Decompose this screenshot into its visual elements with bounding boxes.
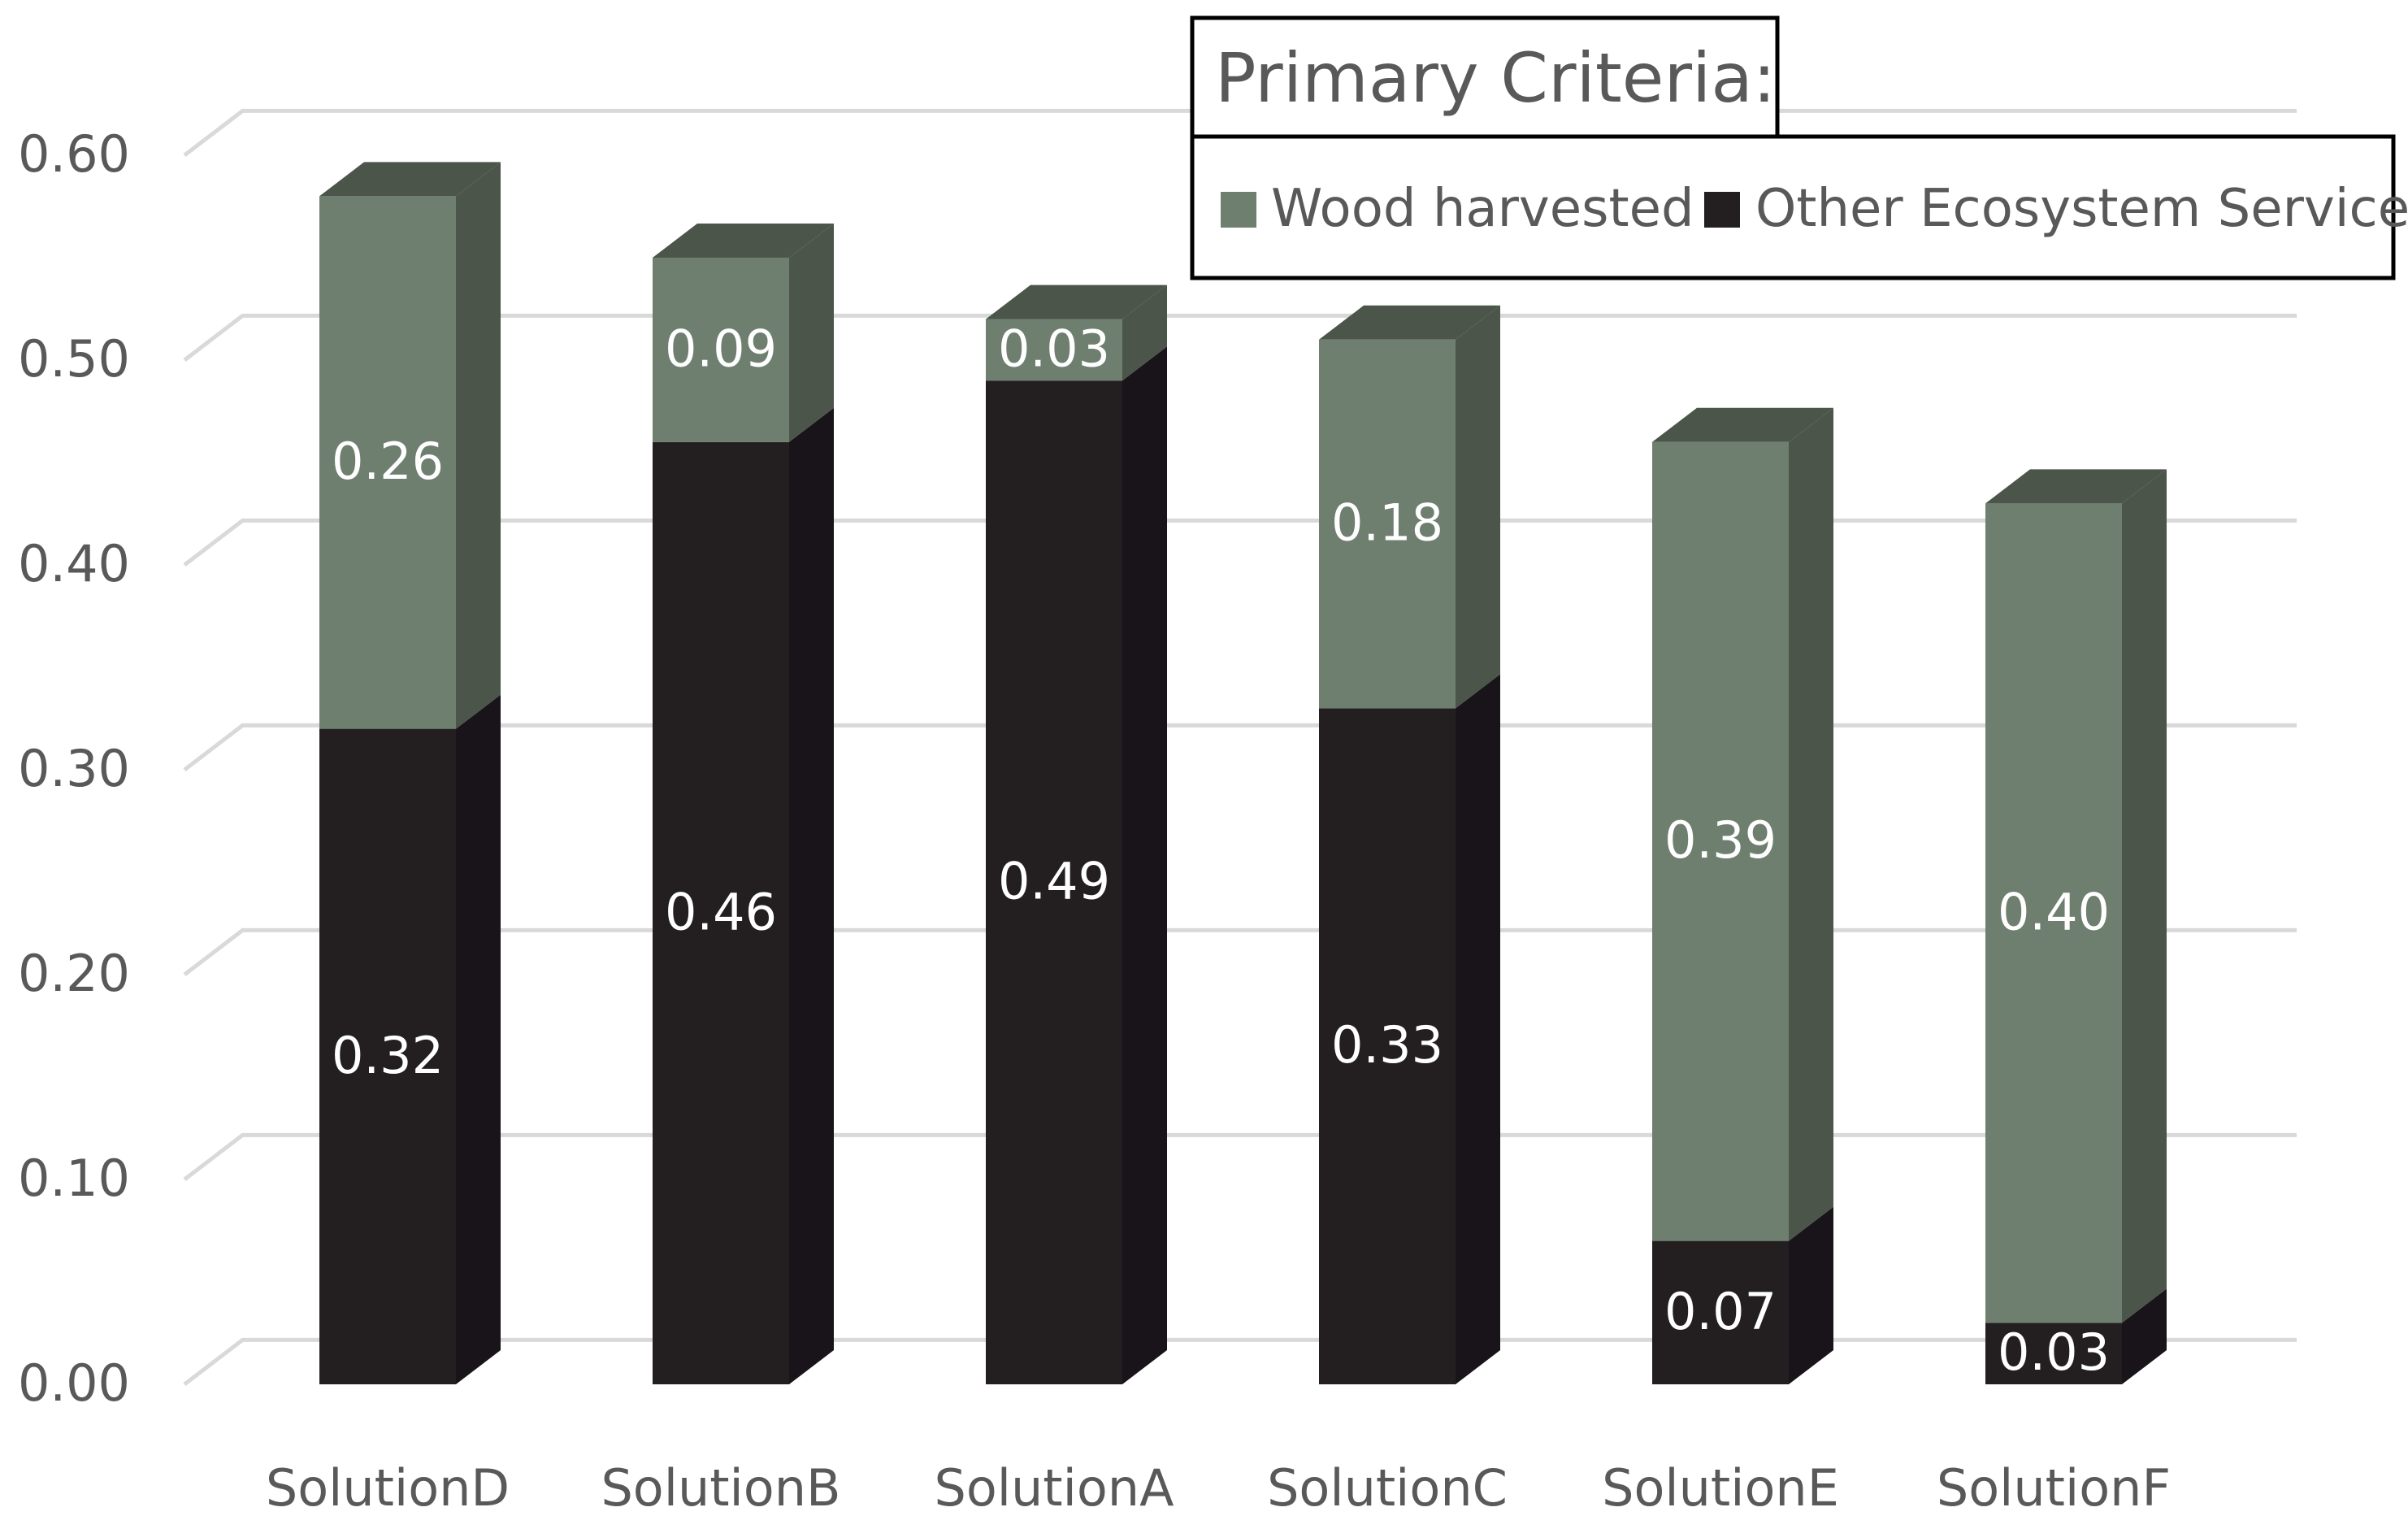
- data-label-wood-harvested-solutiona: 0.03: [998, 319, 1110, 378]
- bar-top-solutiond: [319, 162, 501, 197]
- gridline-0.50: [183, 313, 2297, 362]
- bar-other-ecosystem-services-solutiond: [319, 694, 501, 1384]
- data-label-other-ecosystem-services-solutiond: 0.32: [332, 1026, 444, 1085]
- bar-other-ecosystem-services-solutionf: [1985, 1288, 2167, 1384]
- data-labels: 0.32 0.26 0.46 0.09 0.49 0.03 0.33 0.18 0.07 0.39…: [332, 319, 2110, 1382]
- x-category-solutione: SolutionE: [1602, 1458, 1839, 1518]
- bar-other-ecosystem-services-solutionc: [1319, 674, 1500, 1384]
- y-tick-label-0.10: 0.10: [18, 1149, 130, 1208]
- legend-swatch-other-ecosystem-services: [1704, 192, 1740, 228]
- bar-other-ecosystem-services-solutiona: [986, 346, 1167, 1385]
- x-category-solutiond: SolutionD: [266, 1458, 510, 1518]
- bar-other-ecosystem-services-solutionb: [653, 407, 834, 1384]
- data-label-other-ecosystem-services-solutionb: 0.46: [665, 882, 777, 941]
- gridline-0.40: [183, 518, 2297, 567]
- bar-side-other-ecosystem-services-solutionf: [2122, 1288, 2167, 1384]
- data-label-wood-harvested-solutionc: 0.18: [1331, 493, 1443, 553]
- bar-other-ecosystem-services-solutione: [1652, 1206, 1833, 1384]
- bar-wood-harvested-solutiona: [986, 285, 1167, 381]
- data-label-other-ecosystem-services-solutiona: 0.49: [998, 852, 1110, 911]
- bar-front-other-ecosystem-services-solutiona: [986, 380, 1122, 1385]
- bar-side-other-ecosystem-services-solutionc: [1456, 674, 1500, 1384]
- bar-top-solutione: [1652, 407, 1833, 442]
- y-tick-label-0.50: 0.50: [18, 329, 130, 389]
- data-label-other-ecosystem-services-solutionc: 0.33: [1331, 1015, 1443, 1075]
- bar-side-wood-harvested-solutiona: [1122, 285, 1167, 381]
- bar-wood-harvested-solutiond: [319, 162, 501, 729]
- legend-items-box: [1190, 134, 2396, 280]
- y-tick-label-0.00: 0.00: [18, 1353, 130, 1413]
- bar-top-solutiona: [986, 285, 1167, 319]
- legend-label-other-ecosystem-services: Other Ecosystem Services: [1755, 179, 2408, 239]
- data-label-wood-harvested-solutionf: 0.40: [1998, 882, 2110, 941]
- bar-side-wood-harvested-solutione: [1789, 407, 1833, 1241]
- data-label-other-ecosystem-services-solutione: 0.07: [1664, 1282, 1777, 1341]
- legend-label-wood-harvested: Wood harvested: [1271, 179, 1694, 239]
- data-label-wood-harvested-solutiond: 0.26: [332, 432, 444, 491]
- bar-side-other-ecosystem-services-solutiond: [456, 694, 501, 1384]
- bar-front-wood-harvested-solutionc: [1319, 339, 1456, 709]
- gridline-0.20: [183, 927, 2297, 976]
- bar-top-solutionf: [1985, 469, 2167, 504]
- bar-front-other-ecosystem-services-solutiond: [319, 728, 456, 1384]
- legend-title-box: [1190, 15, 1780, 139]
- bar-front-other-ecosystem-services-solutionc: [1319, 708, 1456, 1384]
- legend: Primary Criteria: Wood harvested Other E…: [1190, 15, 2408, 280]
- bar-side-wood-harvested-solutionf: [2122, 469, 2167, 1323]
- bar-wood-harvested-solutione: [1652, 407, 1833, 1241]
- legend-title: Primary Criteria:: [1215, 38, 1776, 118]
- y-axis-ticks: 0.00 0.10 0.20 0.30 0.40 0.50 0.60: [18, 124, 130, 1413]
- data-label-other-ecosystem-services-solutionf: 0.03: [1998, 1323, 2110, 1382]
- x-category-solutiona: SolutionA: [935, 1458, 1174, 1518]
- bar-front-other-ecosystem-services-solutionb: [653, 441, 789, 1384]
- x-axis-categories: SolutionD SolutionB SolutionA SolutionC Solu…: [266, 1458, 2171, 1518]
- gridline-0.00: [183, 1337, 2297, 1386]
- y-tick-label-0.40: 0.40: [18, 534, 130, 593]
- bar-front-wood-harvested-solutione: [1652, 441, 1789, 1241]
- bar-front-wood-harvested-solutionb: [653, 258, 789, 442]
- bar-wood-harvested-solutionc: [1319, 305, 1500, 709]
- gridline-0.30: [183, 723, 2297, 771]
- bar-front-other-ecosystem-services-solutione: [1652, 1240, 1789, 1384]
- data-label-wood-harvested-solutione: 0.39: [1664, 810, 1777, 870]
- gridline-0.10: [183, 1132, 2297, 1181]
- bar-wood-harvested-solutionb: [653, 224, 834, 442]
- bar-front-wood-harvested-solutionf: [1985, 503, 2122, 1323]
- legend-swatch-wood-harvested: [1221, 192, 1256, 228]
- bar-side-wood-harvested-solutionb: [789, 224, 834, 442]
- data-label-wood-harvested-solutionb: 0.09: [665, 319, 777, 378]
- bar-side-wood-harvested-solutiond: [456, 162, 501, 729]
- bar-side-other-ecosystem-services-solutiona: [1122, 346, 1167, 1385]
- bar-side-wood-harvested-solutionc: [1456, 305, 1500, 709]
- bar-front-wood-harvested-solutiona: [986, 319, 1122, 381]
- y-tick-label-0.20: 0.20: [18, 944, 130, 1003]
- bar-top-solutionb: [653, 224, 834, 258]
- x-category-solutionb: SolutionB: [601, 1458, 840, 1518]
- x-category-solutionc: SolutionC: [1267, 1458, 1508, 1518]
- bar-wood-harvested-solutionf: [1985, 469, 2167, 1323]
- bar-front-other-ecosystem-services-solutionf: [1985, 1323, 2122, 1384]
- bar-front-wood-harvested-solutiond: [319, 196, 456, 729]
- x-category-solutionf: SolutionF: [1937, 1458, 2171, 1518]
- y-tick-label-0.60: 0.60: [18, 124, 130, 184]
- gridlines: [183, 108, 2297, 1386]
- y-tick-label-0.30: 0.30: [18, 739, 130, 798]
- bar-side-other-ecosystem-services-solutionb: [789, 407, 834, 1384]
- bar-top-solutionc: [1319, 305, 1500, 340]
- bar-side-other-ecosystem-services-solutione: [1789, 1206, 1833, 1384]
- bars: [319, 162, 2167, 1385]
